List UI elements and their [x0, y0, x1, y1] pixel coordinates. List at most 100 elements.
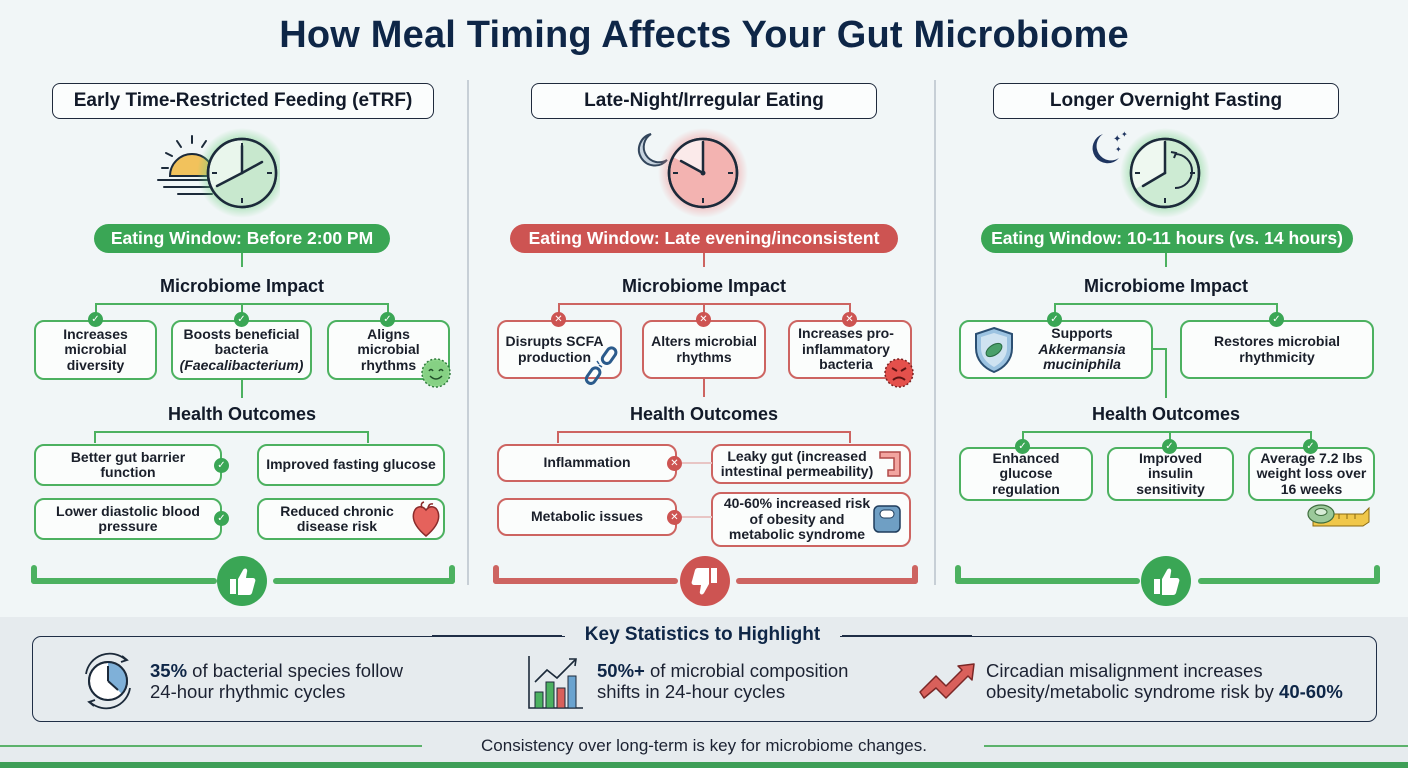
stat-text: 24-hour rhythmic cycles [150, 681, 346, 702]
check-icon: ✓ [214, 511, 229, 526]
cross-icon: ✕ [667, 456, 682, 471]
connector [703, 253, 705, 267]
verdict-bar [955, 565, 961, 584]
connector [1054, 303, 1278, 305]
sun-clock-icon [157, 128, 280, 218]
outcome-text: Lower diastolic blood pressure [56, 502, 200, 534]
connector [849, 303, 851, 319]
section-title: Microbiome Impact [1083, 276, 1249, 296]
check-icon: ✓ [1047, 312, 1062, 327]
stat-item: Circadian misalignment increases obesity… [986, 660, 1376, 702]
connector [1022, 431, 1024, 445]
section-title: Health Outcomes [629, 404, 779, 424]
outcome-text: Average 7.2 lbs weight loss over 16 week… [1256, 449, 1367, 497]
outcome-box: Improved insulin sensitivity [1107, 447, 1234, 501]
outcome-box: Enhanced glucose regulation [959, 447, 1093, 501]
connector [1165, 253, 1167, 267]
stat-highlight: 35% [150, 660, 188, 681]
stat-item: 50%+ of microbial composition shifts in … [597, 660, 917, 702]
impact-text: Increases pro-inflammatory bacteria [798, 325, 894, 373]
verdict-bar [493, 565, 499, 584]
thumbs-down-icon [680, 556, 730, 606]
svg-text:✦: ✦ [1115, 145, 1122, 154]
check-icon: ✓ [1015, 439, 1030, 454]
verdict-bar [31, 578, 217, 584]
bar-chart-trend-icon [528, 656, 583, 709]
outcome-box: Lower diastolic blood pressure [34, 498, 222, 540]
outcome-box: Improved fasting glucose [257, 444, 445, 486]
connector [1169, 431, 1171, 445]
connector [703, 303, 705, 319]
verdict-bar [449, 565, 455, 584]
cycle-clock-icon [85, 652, 131, 710]
impact-text: Supports [1051, 325, 1113, 342]
stat-text: of bacterial species follow [187, 660, 403, 681]
connector [94, 431, 368, 433]
impact-box: Restores microbial rhythmicity [1180, 320, 1374, 379]
check-icon: ✓ [1269, 312, 1284, 327]
verdict-bar [1198, 578, 1380, 584]
connector [1276, 303, 1278, 319]
outcome-text: 40-60% increased risk of obesity and met… [723, 495, 871, 543]
connector [558, 303, 560, 319]
outcome-box: Reduced chronic disease risk [257, 498, 445, 540]
impact-box: Boosts beneficial bacteria (Faecalibacter… [171, 320, 312, 380]
impact-italic-text: (Faecalibacterium) [179, 356, 304, 373]
connector [1310, 431, 1312, 445]
eating-window-badge: Eating Window: Before 2:00 PM [94, 224, 390, 253]
outcome-text: Inflammation [543, 454, 631, 471]
column-heading: Early Time-Restricted Feeding (eTRF) [52, 83, 434, 119]
connector [367, 431, 369, 443]
section-title: Health Outcomes [1091, 404, 1241, 424]
stat-text: obesity/metabolic syndrome risk by [986, 681, 1280, 702]
footer-bar [0, 762, 1408, 768]
eating-window-badge: Eating Window: Late evening/inconsistent [510, 224, 898, 253]
tape-measure-icon [1307, 504, 1370, 527]
trend-up-arrow-icon [919, 663, 975, 699]
section-title: Microbiome Impact [621, 276, 787, 296]
impact-italic-text: Akkermansia muciniphila [1038, 340, 1126, 373]
outcome-text: Better gut barrier function [70, 448, 186, 480]
cross-icon: ✕ [696, 312, 711, 327]
footer-rule [984, 745, 1408, 747]
impact-box: Alters microbial rhythms [642, 320, 766, 379]
stats-title-rule [432, 635, 562, 637]
check-icon: ✓ [234, 312, 249, 327]
moon-stars-clock-icon: ✦ ✦✦ [1092, 128, 1210, 218]
thumbs-up-icon [217, 556, 267, 606]
footer-rule [0, 745, 422, 747]
outcome-text: Metabolic issues [530, 508, 644, 525]
outcome-text: Enhanced glucose regulation [992, 449, 1060, 497]
eating-window-badge: Eating Window: 10-11 hours (vs. 14 hours… [981, 224, 1353, 253]
verdict-bar [912, 565, 918, 584]
footer-note: Consistency over long-term is key for mi… [481, 736, 927, 755]
column-heading: Late-Night/Irregular Eating [531, 83, 877, 119]
impact-text: Restores microbial rhythmicity [1213, 333, 1341, 365]
heart-icon [412, 501, 440, 537]
shield-bacteria-icon [975, 326, 1013, 374]
connector [1153, 348, 1167, 350]
impact-box: Increases microbial diversity [34, 320, 157, 380]
connector [241, 380, 243, 398]
impact-box: Disrupts SCFA production [497, 320, 622, 379]
verdict-bar [736, 578, 918, 584]
verdict-bar [955, 578, 1140, 584]
scale-icon [873, 505, 901, 533]
column-divider [467, 80, 469, 585]
stats-title-rule [842, 635, 972, 637]
connector [557, 431, 850, 433]
impact-text: Disrupts SCFA production [505, 333, 604, 365]
thumbs-up-icon [1141, 556, 1191, 606]
angry-microbe-icon [884, 358, 914, 388]
column-heading: Longer Overnight Fasting [993, 83, 1339, 119]
connector [241, 303, 243, 319]
verdict-bar [31, 565, 37, 584]
outcome-text: Leaky gut (increased intestinal permeabi… [720, 447, 874, 479]
check-icon: ✓ [88, 312, 103, 327]
page-title: How Meal Timing Affects Your Gut Microbi… [279, 14, 1129, 56]
connector [387, 303, 389, 319]
check-icon: ✓ [380, 312, 395, 327]
verdict-bar [273, 578, 455, 584]
connector [682, 516, 712, 518]
impact-text: Aligns microbial rhythms [357, 325, 420, 373]
